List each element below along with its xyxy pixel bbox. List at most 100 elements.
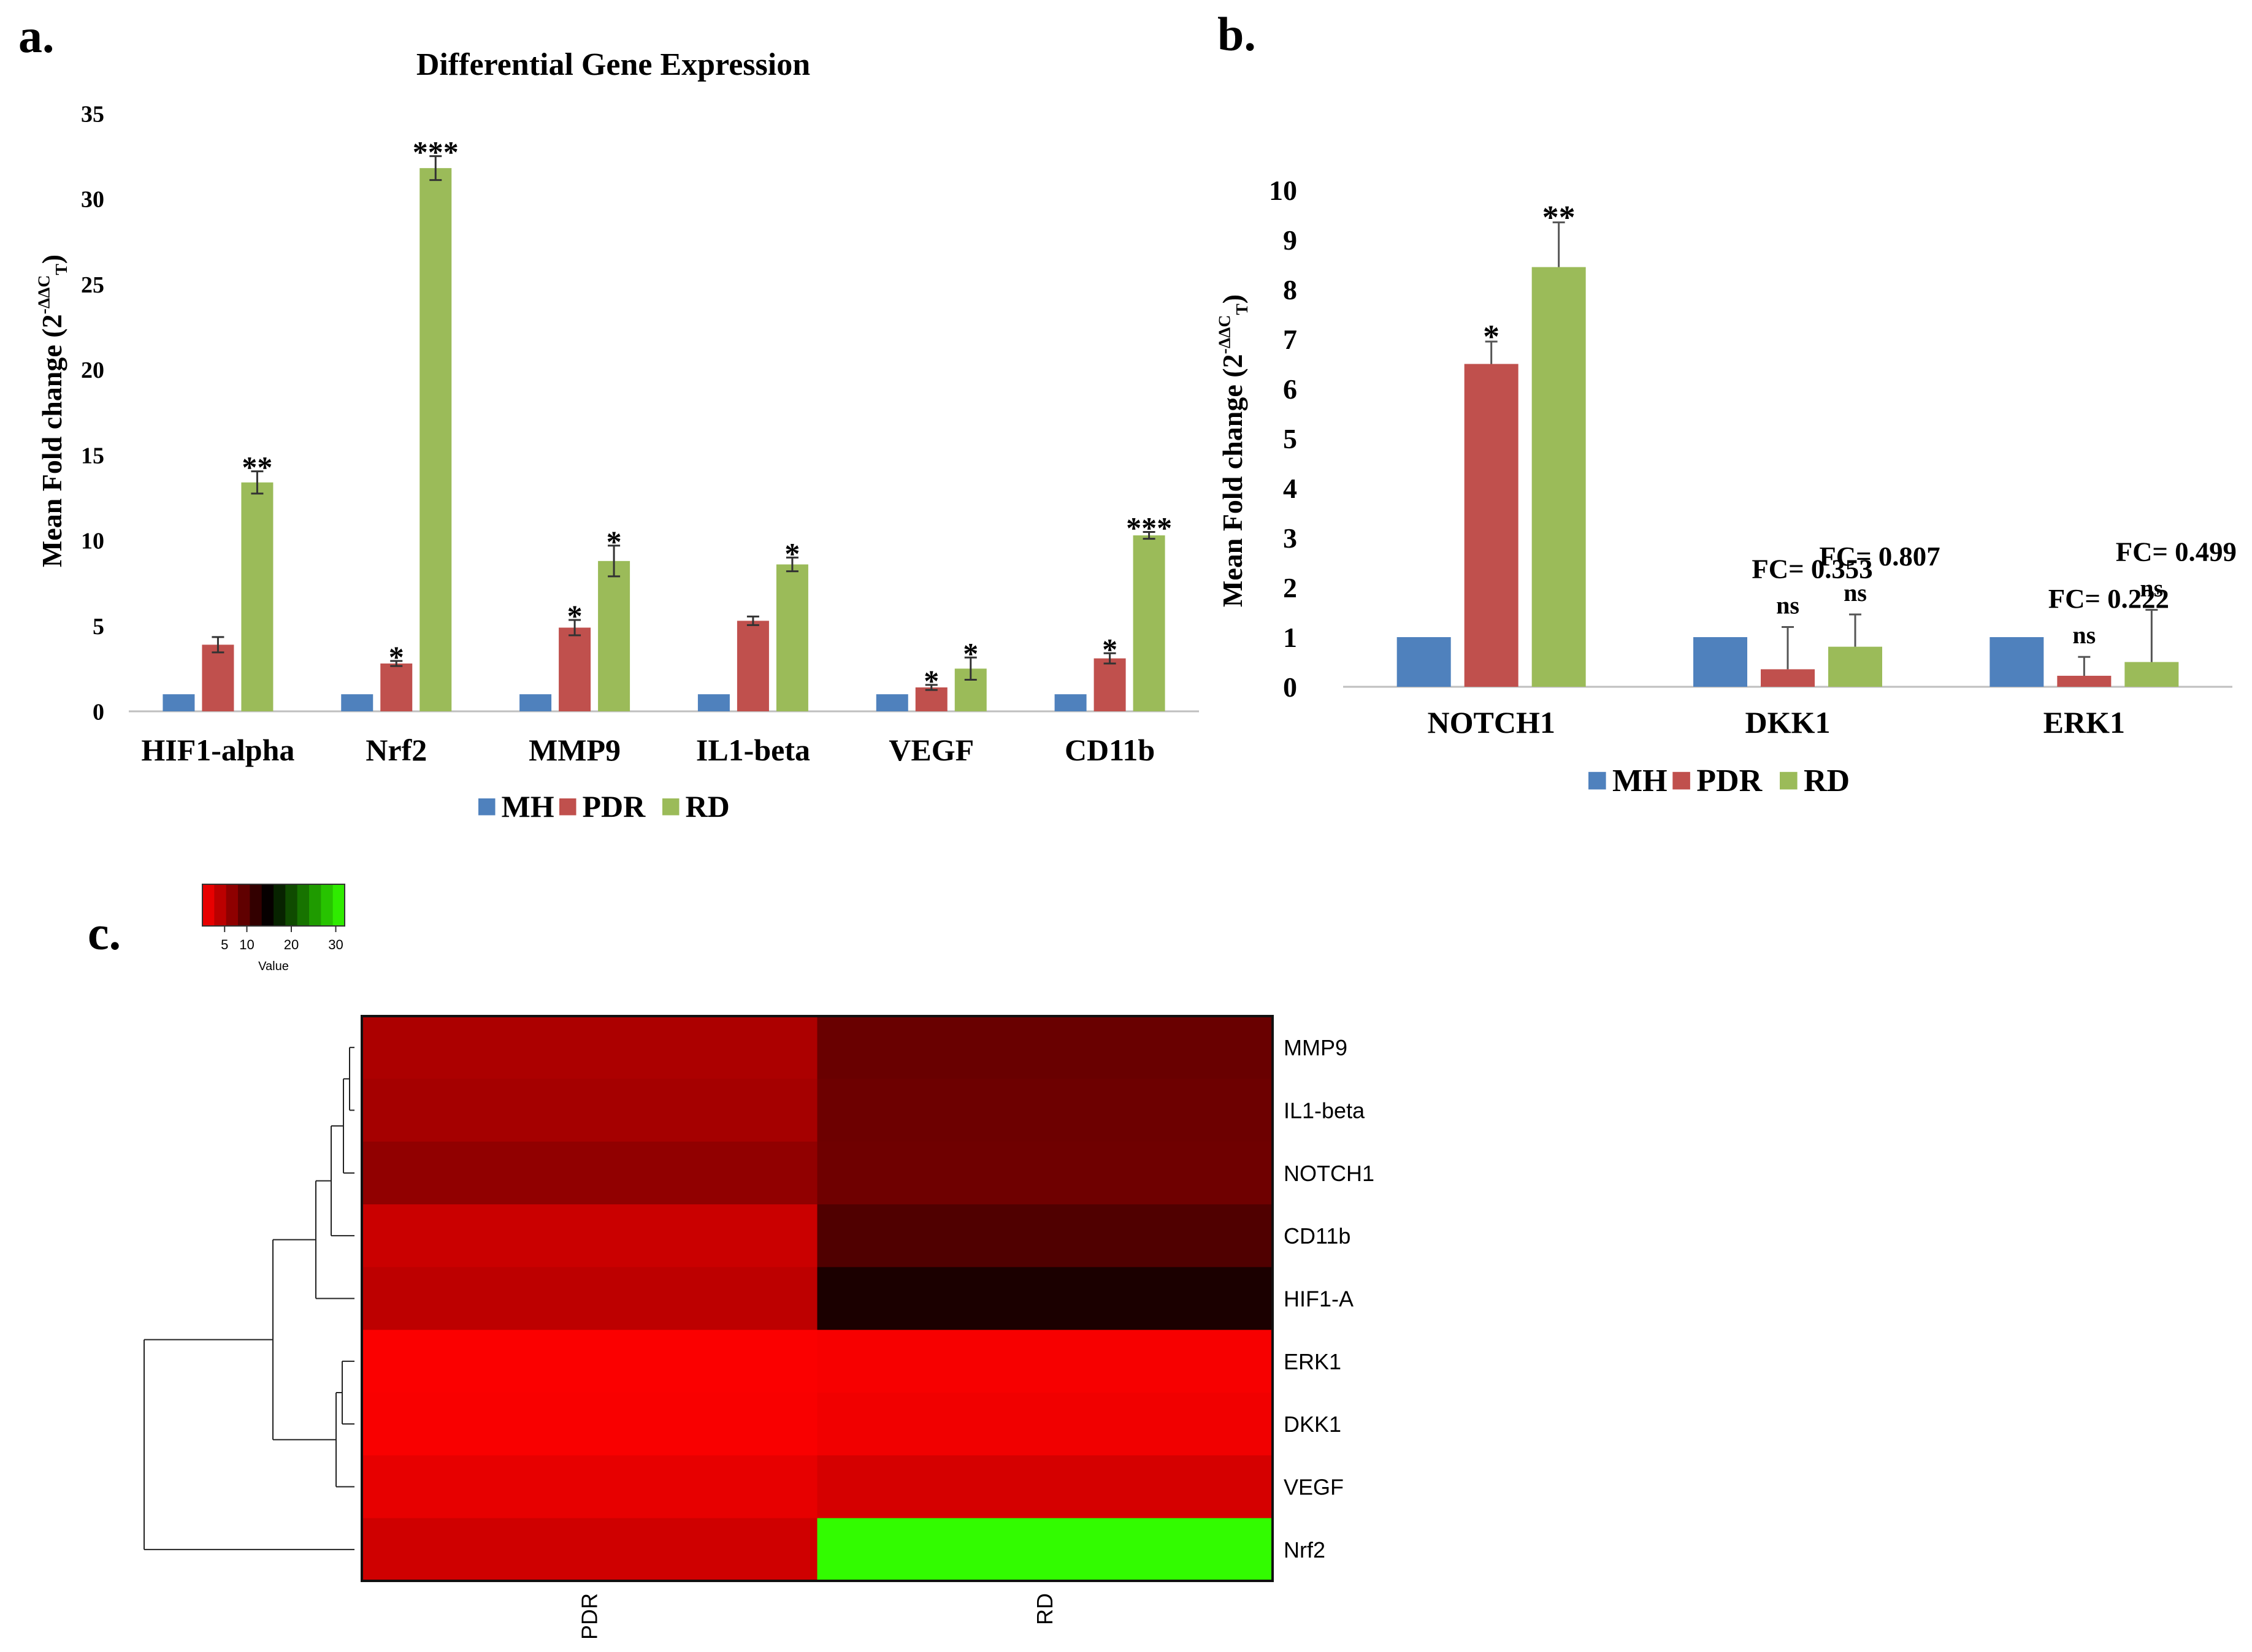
heatmap-cell: [362, 1204, 818, 1268]
y-tick-label: 9: [1283, 224, 1297, 256]
heatmap-cell: [817, 1141, 1273, 1205]
y-axis-label: Mean Fold change (2-ΔΔCT): [1215, 294, 1252, 607]
row-dendrogram: [144, 1047, 354, 1550]
significance-mark: *: [963, 636, 978, 670]
bar-pdr: [1093, 658, 1126, 711]
legend-swatch-pdr: [559, 798, 576, 816]
significance-mark: *: [1102, 632, 1117, 666]
heatmap-cell: [362, 1141, 818, 1205]
heatmap-border: [361, 1015, 1274, 1582]
significance-mark: *: [567, 598, 583, 633]
significance-mark: *: [784, 536, 800, 570]
significance-mark: *: [607, 524, 622, 559]
y-tick-label: 8: [1283, 274, 1297, 305]
heatmap-cell: [362, 1455, 818, 1519]
heatmap-row-label: DKK1: [1284, 1412, 1341, 1437]
heatmap-cell: [817, 1079, 1273, 1142]
y-tick-label: 4: [1283, 473, 1297, 504]
heatmap-cell: [362, 1267, 818, 1331]
y-tick-label: 20: [81, 358, 104, 383]
color-key-segment: [321, 884, 334, 926]
x-tick-label: Nrf2: [366, 733, 427, 767]
legend-swatch-mh: [478, 798, 496, 816]
chart-a-legend: MH PDR RD: [478, 789, 730, 824]
color-key-segment: [274, 884, 286, 926]
panel-a: a. Differential Gene Expression 0 5 10 15 20…: [18, 9, 1199, 824]
bar-mh: [519, 694, 552, 711]
bar-pdr: [915, 687, 948, 711]
x-tick-label: VEGF: [889, 733, 974, 767]
heatmap-cell: [817, 1455, 1273, 1519]
color-key-segment: [250, 884, 262, 926]
heatmap-row-label: MMP9: [1284, 1035, 1347, 1060]
heatmap-row-label: IL1-beta: [1284, 1098, 1365, 1123]
y-tick-label: 10: [81, 529, 104, 554]
bar-mh: [341, 694, 373, 711]
x-tick-label: DKK1: [1745, 705, 1831, 740]
y-axis-label-main: Mean Fold change (2: [36, 314, 67, 567]
y-axis-label-sub: T: [52, 264, 71, 275]
x-tick-label: NOTCH1: [1427, 705, 1555, 740]
legend-label: PDR: [1696, 763, 1763, 798]
heatmap-cell: [362, 1016, 818, 1079]
chart-b-legend: MH PDR RD: [1588, 763, 1850, 798]
color-key-segment: [202, 884, 215, 926]
y-tick-label: 2: [1283, 572, 1297, 603]
significance-mark: **: [1542, 199, 1576, 236]
significance-mark: ns: [1844, 579, 1867, 606]
legend-swatch-pdr: [1672, 771, 1690, 790]
heatmap-column-label: PDR: [576, 1593, 602, 1640]
y-axis-label-sup: -ΔΔC: [34, 275, 53, 315]
heatmap-row-label: NOTCH1: [1284, 1161, 1374, 1186]
heatmap: MMP9 IL1-beta NOTCH1 CD11b HIF1-A ERK1 DKK1 VEG…: [361, 1015, 1374, 1640]
color-key-segment: [285, 884, 298, 926]
bar-rd: [419, 168, 452, 712]
y-axis-label: Mean Fold change (2-ΔΔCT): [34, 254, 71, 567]
y-tick-label: 15: [81, 443, 104, 468]
bar-pdr: [1464, 364, 1519, 687]
bar-pdr: [1761, 669, 1815, 687]
y-axis-label-sub: T: [1232, 304, 1251, 315]
x-tick-label: ERK1: [2043, 705, 2125, 740]
color-key-tick-label: 5: [221, 937, 228, 952]
significance-mark: ***: [1126, 511, 1172, 545]
color-key-tick-label: 30: [328, 937, 343, 952]
bar-pdr: [202, 644, 234, 711]
significance-mark: ns: [1776, 592, 1799, 619]
legend-label: MH: [502, 789, 554, 824]
bar-pdr: [2057, 676, 2112, 687]
y-tick-label: 3: [1283, 522, 1297, 554]
panel-a-label: a.: [18, 9, 55, 63]
color-key-segment: [214, 884, 227, 926]
bar-rd: [1133, 535, 1165, 711]
bar-pdr: [559, 627, 591, 711]
bar-mh: [697, 694, 730, 711]
heatmap-row-label: Nrf2: [1284, 1537, 1325, 1562]
fold-change-annotation: FC= 0.222: [2048, 583, 2169, 614]
bar-pdr: [737, 621, 769, 711]
fold-change-annotation: FC= 0.807: [1819, 541, 1940, 572]
legend-label: MH: [1612, 763, 1668, 798]
legend-swatch-rd: [1780, 771, 1798, 790]
y-tick-label: 10: [1269, 175, 1297, 206]
y-tick-label: 5: [1283, 423, 1297, 454]
y-axis-label-tail: ): [1217, 294, 1248, 304]
legend-label: RD: [1804, 763, 1850, 798]
color-key-tick-label: 10: [239, 937, 254, 952]
chart-a-bars: ******** *** ****: [163, 135, 1172, 712]
y-tick-label: 5: [93, 614, 104, 640]
panel-b-label: b.: [1217, 7, 1256, 61]
legend-label: RD: [686, 789, 730, 824]
y-axis-label-main: Mean Fold change (2: [1217, 354, 1248, 607]
y-tick-label: 0: [1283, 671, 1297, 703]
color-key-segment: [226, 884, 239, 926]
heatmap-row-label: HIF1-A: [1284, 1287, 1354, 1312]
bar-mh: [876, 694, 908, 711]
legend-label: PDR: [583, 789, 646, 824]
heatmap-cell: [817, 1393, 1273, 1456]
y-tick-label: 7: [1283, 324, 1297, 355]
heatmap-cell: [817, 1016, 1273, 1079]
heatmap-cell: [817, 1329, 1273, 1393]
